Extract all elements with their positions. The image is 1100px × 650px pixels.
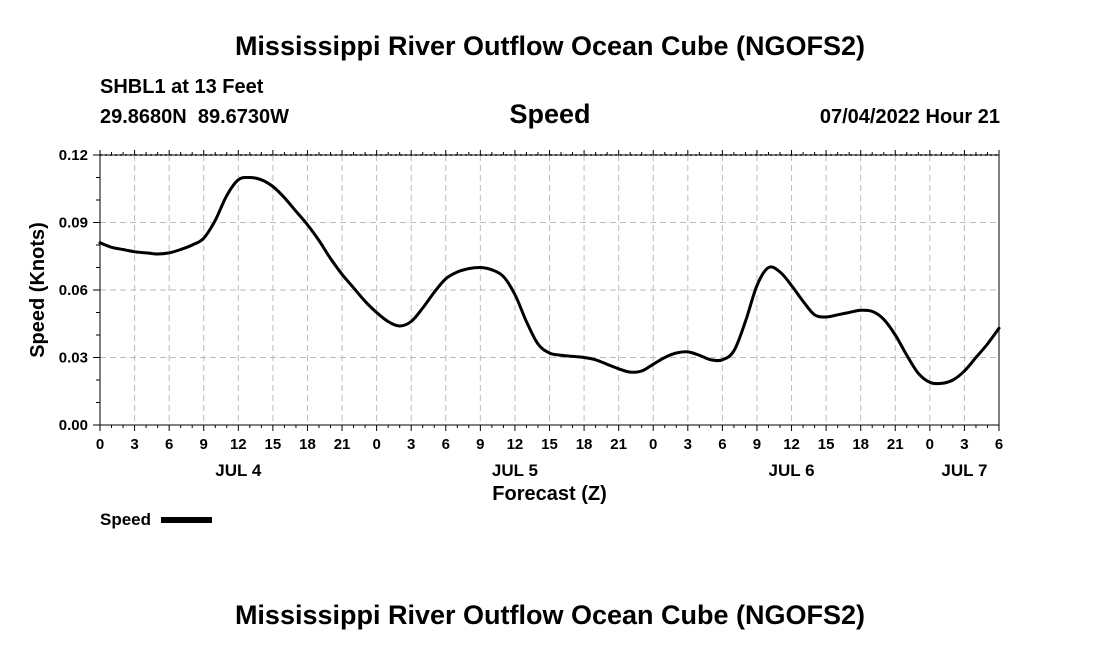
x-tick-label: 21 — [334, 436, 351, 453]
day-label: JUL 6 — [769, 461, 815, 480]
plot-frame — [99, 154, 1000, 426]
day-label: JUL 5 — [492, 461, 538, 480]
chart-title-top: Mississippi River Outflow Ocean Cube (NG… — [234, 31, 866, 61]
y-tick-label: 0.09 — [59, 215, 88, 232]
x-tick-label: 9 — [476, 436, 484, 453]
x-tick-label: 6 — [995, 436, 1003, 453]
x-axis-label: Forecast (Z) — [492, 483, 606, 505]
x-tick-label: 18 — [299, 436, 316, 453]
y-tick-label: 0.12 — [59, 147, 88, 164]
chart-tick-labels: 0 3 6 9 12 15 18 21 0 3 6 9 12 15 18 21 0 3 6 9 12 15 18 21 0 3 6 0… — [59, 147, 1003, 480]
x-tick-label: 15 — [265, 436, 282, 453]
day-label: JUL 7 — [941, 461, 987, 480]
x-tick-label: 9 — [200, 436, 208, 453]
x-tick-label: 18 — [852, 436, 869, 453]
x-tick-label: 12 — [230, 436, 247, 453]
x-tick-label: 12 — [507, 436, 524, 453]
x-tick-label: 12 — [783, 436, 800, 453]
forecast-timestamp: 07/04/2022 Hour 21 — [819, 106, 1000, 128]
x-tick-label: 9 — [753, 436, 761, 453]
x-tick-label: 6 — [718, 436, 726, 453]
x-tick-label: 3 — [684, 436, 692, 453]
chart-grid — [100, 154, 999, 425]
x-tick-label: 6 — [165, 436, 173, 453]
x-tick-label: 3 — [130, 436, 138, 453]
y-tick-label: 0.03 — [59, 350, 88, 367]
legend-label: Speed — [100, 510, 151, 529]
chart-title-bottom: Mississippi River Outflow Ocean Cube (NG… — [234, 600, 866, 630]
x-tick-label: 0 — [926, 436, 934, 453]
variable-title: Speed — [509, 99, 591, 129]
y-axis-label: Speed (Knots) — [27, 222, 49, 358]
x-tick-label: 21 — [610, 436, 627, 453]
x-tick-label: 6 — [442, 436, 450, 453]
station-coordinates: 29.8680N 89.6730W — [100, 106, 290, 128]
y-tick-label: 0.06 — [59, 282, 88, 299]
x-tick-label: 0 — [96, 436, 104, 453]
y-tick-label: 0.00 — [59, 417, 88, 434]
x-tick-label: 0 — [649, 436, 657, 453]
x-tick-label: 15 — [818, 436, 835, 453]
station-label: SHBL1 at 13 Feet — [100, 76, 264, 98]
x-tick-label: 3 — [960, 436, 968, 453]
x-tick-label: 18 — [576, 436, 593, 453]
x-tick-label: 21 — [887, 436, 904, 453]
day-label: JUL 4 — [215, 461, 262, 480]
x-tick-label: 0 — [372, 436, 380, 453]
x-tick-label: 3 — [407, 436, 415, 453]
legend: Speed — [100, 510, 212, 529]
series-line-speed — [98, 175, 1001, 386]
x-tick-label: 15 — [541, 436, 558, 453]
